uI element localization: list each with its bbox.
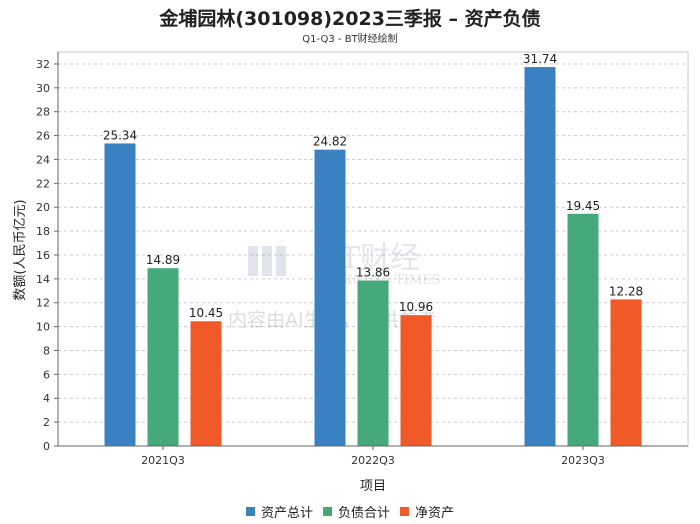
y-tick-label: 28 xyxy=(36,106,50,119)
y-tick-label: 10 xyxy=(36,321,50,334)
bar xyxy=(147,268,179,446)
x-tick-label: 2023Q3 xyxy=(561,454,605,467)
x-axis-label: 项目 xyxy=(360,479,386,494)
legend-label: 资产总计 xyxy=(260,506,313,521)
y-tick-label: 24 xyxy=(36,153,50,166)
y-tick-label: 14 xyxy=(36,273,50,286)
legend-item: 负债合计 xyxy=(322,502,390,521)
y-tick-label: 2 xyxy=(43,416,50,429)
legend-swatch xyxy=(400,507,409,516)
y-tick-label: 4 xyxy=(43,392,50,405)
bar xyxy=(524,67,556,446)
chart-subtitle: Q1-Q3 - BT财经绘制 xyxy=(302,34,398,45)
bar xyxy=(400,315,432,446)
y-axis-label: 数额(人民币亿元) xyxy=(13,199,28,300)
x-tick-label: 2021Q3 xyxy=(141,454,185,467)
bar xyxy=(190,321,222,446)
legend-swatch xyxy=(322,507,332,516)
y-tick-label: 8 xyxy=(43,344,50,357)
data-label: 31.74 xyxy=(523,52,557,66)
legend: 资产总计 负债合计 净资产 xyxy=(0,502,700,521)
data-label: 25.34 xyxy=(103,128,137,142)
y-tick-label: 30 xyxy=(36,82,50,95)
data-label: 14.89 xyxy=(146,253,180,267)
y-tick-label: 6 xyxy=(43,368,50,381)
bar xyxy=(567,213,599,446)
bar xyxy=(610,299,642,446)
data-label: 12.28 xyxy=(609,284,643,298)
y-tick-label: 0 xyxy=(43,440,50,453)
bar xyxy=(357,280,389,446)
x-tick-label: 2022Q3 xyxy=(351,454,395,467)
watermark-logo-bar xyxy=(276,246,286,276)
data-label: 19.45 xyxy=(566,199,600,213)
watermark-brand-en: BUSINESS TIMES xyxy=(318,273,441,288)
y-tick-label: 26 xyxy=(36,130,50,143)
legend-label: 负债合计 xyxy=(337,506,390,521)
legend-item: 资产总计 xyxy=(245,502,313,521)
y-tick-label: 12 xyxy=(36,297,50,310)
legend-swatch xyxy=(245,507,255,516)
legend-label: 净资产 xyxy=(415,506,455,521)
data-label: 10.45 xyxy=(189,306,223,320)
y-tick-label: 32 xyxy=(36,58,50,71)
chart-title: 金埔园林(301098)2023三季报 – 资产负债 xyxy=(159,8,541,30)
y-tick-label: 16 xyxy=(36,249,50,262)
y-tick-label: 22 xyxy=(36,177,50,190)
y-tick-label: 18 xyxy=(36,225,50,238)
legend-item: 净资产 xyxy=(400,502,454,521)
data-label: 13.86 xyxy=(356,266,390,280)
bar xyxy=(314,149,346,446)
watermark-logo-bar xyxy=(248,246,258,276)
data-label: 24.82 xyxy=(313,135,347,149)
watermark-logo-bar xyxy=(262,246,272,276)
data-label: 10.96 xyxy=(399,300,433,314)
bars: 25.34 14.89 10.45 24.82 13.86 10.96 31.74 19.45… xyxy=(103,52,643,447)
bar xyxy=(104,143,136,447)
y-tick-label: 20 xyxy=(36,201,50,214)
